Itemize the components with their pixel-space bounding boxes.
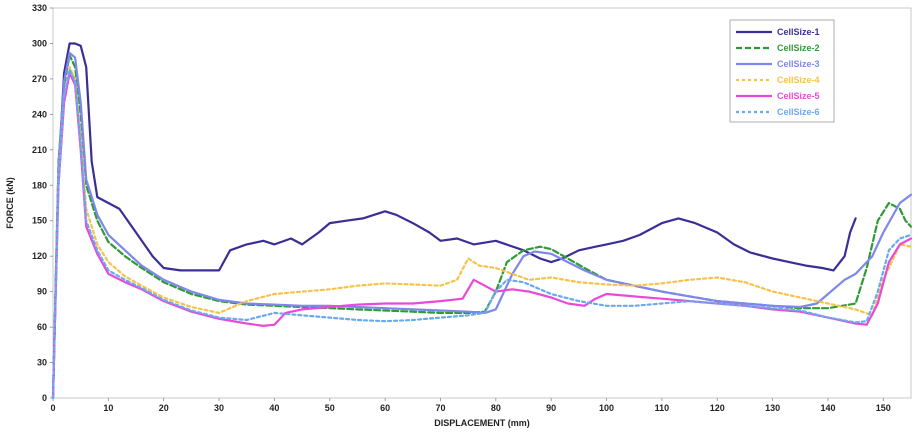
legend-label: CellSize-2 bbox=[777, 43, 820, 53]
y-tick-label: 0 bbox=[42, 393, 47, 403]
x-tick-label: 30 bbox=[214, 403, 224, 413]
x-tick-label: 10 bbox=[103, 403, 113, 413]
legend-box bbox=[729, 19, 835, 123]
series-line-cellsize-5 bbox=[51, 71, 913, 400]
x-tick-label: 130 bbox=[765, 403, 780, 413]
x-tick-label: 20 bbox=[159, 403, 169, 413]
x-tick-label: 120 bbox=[710, 403, 725, 413]
y-tick-label: 210 bbox=[32, 145, 47, 155]
series-line-cellsize-4 bbox=[51, 65, 913, 400]
legend-label: CellSize-6 bbox=[777, 107, 820, 117]
x-tick-label: 50 bbox=[325, 403, 335, 413]
legend-label: CellSize-1 bbox=[777, 27, 820, 37]
series-line-cellsize-1 bbox=[51, 42, 857, 400]
x-tick-label: 80 bbox=[491, 403, 501, 413]
y-tick-label: 330 bbox=[32, 3, 47, 13]
x-tick-label: 70 bbox=[435, 403, 445, 413]
y-tick-label: 90 bbox=[37, 287, 47, 297]
legend: CellSize-1 CellSize-2 CellSize-3 CellSize-4… bbox=[729, 19, 835, 123]
y-tick-label: 150 bbox=[32, 216, 47, 226]
x-tick-label: 140 bbox=[820, 403, 835, 413]
y-axis-title: FORCE (kN) bbox=[5, 177, 15, 229]
x-tick-label: 150 bbox=[876, 403, 891, 413]
y-tick-label: 240 bbox=[32, 109, 47, 119]
y-tick-label: 300 bbox=[32, 38, 47, 48]
x-tick-label: 40 bbox=[269, 403, 279, 413]
y-tick-label: 30 bbox=[37, 358, 47, 368]
x-tick-label: 90 bbox=[546, 403, 556, 413]
x-tick-label: 100 bbox=[599, 403, 614, 413]
y-tick-label: 270 bbox=[32, 74, 47, 84]
y-tick-label: 60 bbox=[37, 322, 47, 332]
x-tick-label: 0 bbox=[50, 403, 55, 413]
legend-label: CellSize-5 bbox=[777, 91, 820, 101]
x-axis-title: DISPLACEMENT (mm) bbox=[434, 418, 530, 428]
x-tick-label: 60 bbox=[380, 403, 390, 413]
series-line-cellsize-6 bbox=[51, 68, 913, 400]
y-tick-label: 180 bbox=[32, 180, 47, 190]
y-tick-label: 120 bbox=[32, 251, 47, 261]
x-tick-label: 110 bbox=[655, 403, 670, 413]
legend-label: CellSize-4 bbox=[777, 75, 820, 85]
legend-label: CellSize-3 bbox=[777, 59, 820, 69]
